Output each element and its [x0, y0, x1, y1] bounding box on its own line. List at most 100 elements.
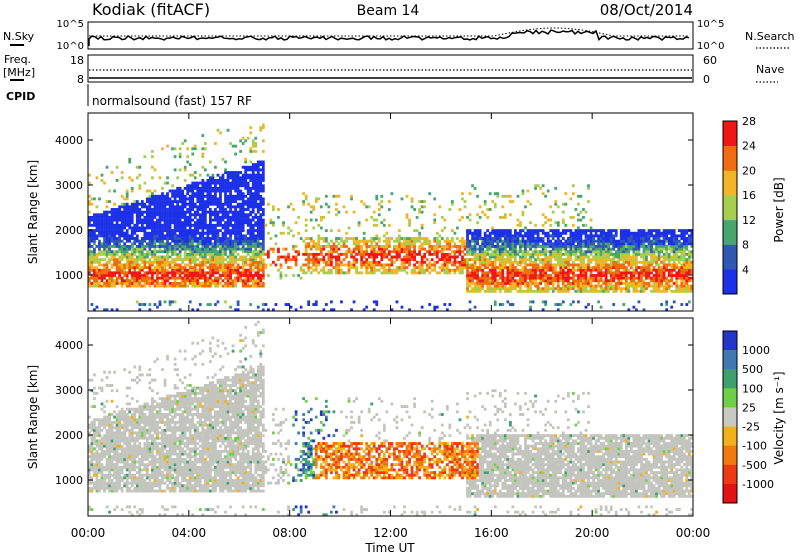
range-cell	[632, 234, 636, 238]
range-cell	[115, 271, 119, 275]
range-cell	[254, 165, 258, 169]
range-cell	[604, 250, 608, 254]
range-cell	[90, 237, 94, 240]
range-cell	[186, 245, 190, 248]
range-cell	[332, 255, 336, 259]
range-cell	[584, 305, 588, 309]
range-cell	[652, 250, 656, 254]
range-cell	[244, 179, 248, 182]
range-cell	[226, 231, 230, 235]
range-cell	[171, 221, 174, 225]
range-cell	[559, 268, 563, 272]
range-cell	[579, 281, 583, 285]
range-cell	[445, 247, 449, 251]
range-cell	[572, 234, 575, 238]
range-cell	[246, 258, 250, 262]
range-cell	[93, 252, 96, 256]
range-cell	[166, 192, 169, 196]
range-cell	[599, 234, 603, 238]
range-cell	[375, 268, 379, 272]
range-cell	[176, 226, 179, 230]
range-cell	[536, 252, 540, 256]
range-cell	[506, 266, 510, 270]
range-cell	[98, 213, 101, 217]
range-cell	[599, 274, 603, 277]
range-cell	[95, 268, 99, 272]
range-cell	[496, 266, 500, 270]
range-cell	[380, 266, 384, 270]
range-cell	[304, 247, 308, 251]
range-cell	[365, 205, 369, 209]
range-cell	[395, 247, 399, 251]
range-cell	[188, 200, 192, 204]
range-cell	[272, 208, 275, 211]
range-cell	[508, 255, 512, 259]
range-cell	[151, 208, 154, 211]
range-cell	[385, 255, 389, 259]
range-cell	[140, 223, 144, 227]
range-cell	[103, 242, 106, 246]
range-cell	[201, 271, 205, 275]
range-cell	[234, 237, 237, 240]
range-cell	[186, 155, 190, 159]
range-cell	[151, 226, 154, 230]
range-cell	[133, 276, 137, 280]
range-cell	[93, 234, 96, 238]
range-cell	[254, 237, 258, 240]
range-cell	[135, 263, 139, 267]
range-cell	[246, 173, 250, 177]
range-cell	[352, 210, 356, 214]
range-cell	[554, 268, 558, 272]
range-cell	[163, 255, 167, 259]
range-cell	[483, 252, 487, 256]
range-cell	[151, 255, 154, 259]
range-cell	[506, 281, 510, 285]
range-cell	[120, 252, 124, 256]
range-cell	[110, 210, 114, 214]
range-cell	[435, 271, 439, 275]
range-cell	[128, 223, 132, 227]
range-cell	[357, 252, 361, 256]
range-cell	[128, 221, 132, 225]
range-cell	[433, 252, 437, 256]
range-cell	[508, 250, 512, 254]
range-cell	[632, 287, 636, 291]
range-cell	[216, 263, 220, 267]
range-cell	[385, 242, 389, 246]
range-cell	[196, 276, 200, 280]
range-cell	[579, 245, 583, 248]
range-cell	[501, 266, 505, 270]
range-cell	[483, 260, 487, 264]
range-cell	[156, 229, 159, 233]
range-cell	[584, 289, 588, 293]
range-cell	[322, 258, 326, 262]
range-cell	[423, 255, 427, 259]
range-cell	[100, 252, 104, 256]
range-cell	[100, 218, 104, 222]
range-cell	[171, 266, 174, 270]
range-cell	[140, 255, 144, 259]
range-cell	[196, 192, 200, 196]
range-cell	[506, 231, 510, 235]
range-cell	[224, 276, 227, 280]
range-cell	[342, 271, 346, 275]
range-cell	[214, 142, 217, 145]
range-cell	[239, 184, 243, 188]
range-cell	[534, 245, 537, 248]
range-cell	[481, 252, 485, 256]
range-cell	[372, 266, 376, 270]
range-cell	[418, 208, 421, 211]
range-cell	[163, 218, 167, 222]
range-cell	[244, 279, 248, 283]
range-cell	[317, 245, 321, 248]
range-cell	[226, 247, 230, 251]
range-cell	[327, 255, 331, 259]
range-cell	[201, 189, 205, 193]
range-cell	[140, 250, 144, 254]
range-cell	[239, 247, 243, 251]
range-cell	[624, 245, 628, 248]
range-cell	[476, 242, 479, 246]
range-cell	[193, 279, 197, 283]
range-cell	[158, 231, 162, 235]
range-cell	[330, 263, 333, 267]
